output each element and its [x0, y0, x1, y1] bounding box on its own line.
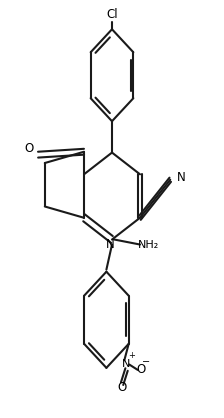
Text: +: +	[128, 351, 135, 360]
Text: N: N	[122, 359, 131, 370]
Text: N: N	[105, 238, 114, 251]
Text: O: O	[136, 363, 146, 377]
Text: N: N	[177, 171, 186, 184]
Text: Cl: Cl	[106, 8, 118, 21]
Text: O: O	[24, 142, 34, 155]
Text: NH₂: NH₂	[138, 240, 159, 250]
Text: −: −	[142, 357, 150, 367]
Text: O: O	[117, 381, 127, 395]
